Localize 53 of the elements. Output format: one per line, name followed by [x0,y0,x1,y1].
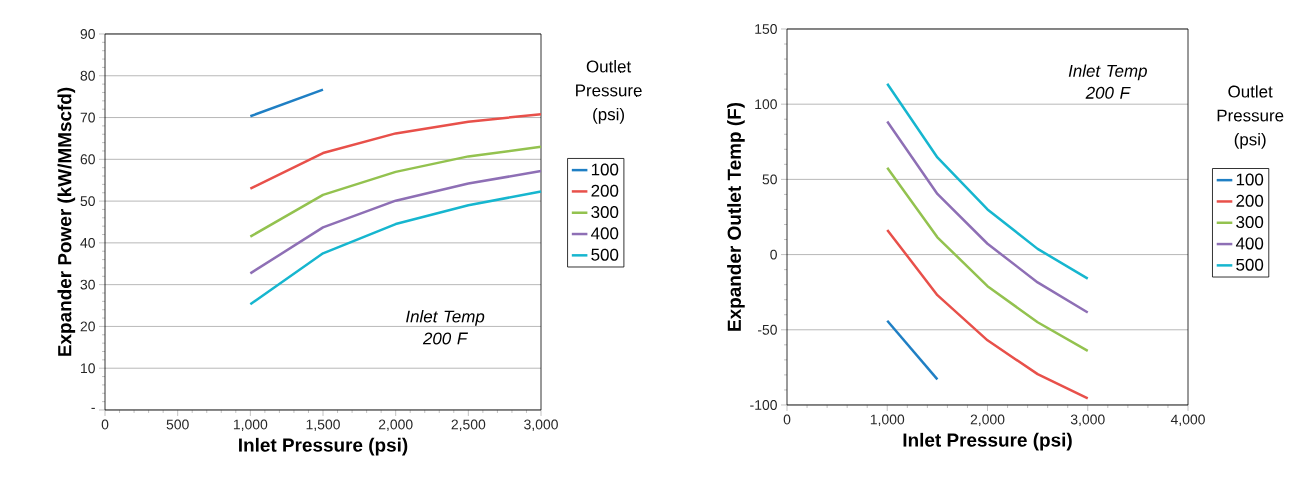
x-tick-label: 4,000 [1170,414,1205,427]
y-tick-label: 50 [80,196,95,207]
annotation: Inlet Temp 200 F [1068,64,1147,99]
y-tick-label: -100 [750,400,777,410]
y-tick-label: - [91,407,95,409]
x-tick-label: 500 [166,419,189,430]
legend-label: 300 [1236,216,1264,229]
y-tick-label: 90 [80,29,95,39]
annotation: Inlet Temp 200 F [406,310,485,345]
x-tick-label: 2,500 [451,419,486,432]
x-axis-title: Inlet Pressure (psi) [239,437,408,456]
y-tick-label: 80 [80,70,95,81]
y-tick-label: 150 [755,24,777,34]
x-tick-label: 1,500 [306,419,340,432]
x-tick-label: 0 [783,414,791,425]
y-tick-label: -50 [757,324,777,335]
legend-title: Outlet Pressure (psi) [1217,85,1284,149]
y-tick-label: 10 [81,363,95,374]
legend-label: 400 [1235,237,1264,250]
line-series [886,228,1090,400]
legend-label: 200 [1236,194,1264,207]
y-tick-label: 50 [762,174,777,185]
x-tick-label: 2,000 [970,414,1005,427]
line-series [249,112,543,190]
x-tick-label: 3,000 [524,419,558,432]
x-tick-label: 0 [101,419,109,430]
legend-title: Outlet Pressure (psi) [576,60,642,124]
y-axis-title: Expander Outlet Temp (F) [727,102,745,331]
legend-label: 100 [1236,173,1264,186]
line-series [249,145,543,238]
line-series [249,190,543,306]
line-series [886,166,1090,353]
x-tick-label: 3,000 [1070,414,1105,427]
x-tick-label: 1,000 [233,419,268,432]
x-axis-title: Inlet Pressure (psi) [903,432,1072,451]
y-tick-label: 30 [80,279,95,290]
x-tick-label: 2,000 [378,419,413,432]
y-axis-title: Expander Power (kW/MMscfd) [57,87,76,356]
y-tick-label: 0 [770,249,777,260]
legend-label: 400 [591,227,619,240]
y-tick-label: 60 [80,154,95,165]
x-tick-label: 1,000 [870,414,905,427]
y-tick-label: 70 [80,112,95,123]
y-tick-label: 20 [80,321,95,332]
legend-label: 500 [1236,258,1264,271]
y-tick-label: 40 [80,237,95,248]
legend-label: 200 [591,184,619,197]
line-series [886,120,1090,314]
y-tick-label: 100 [755,99,777,110]
line-series [249,169,543,275]
legend-label: 500 [591,248,619,261]
legend-label: 100 [591,163,619,176]
legend-label: 300 [591,206,619,219]
